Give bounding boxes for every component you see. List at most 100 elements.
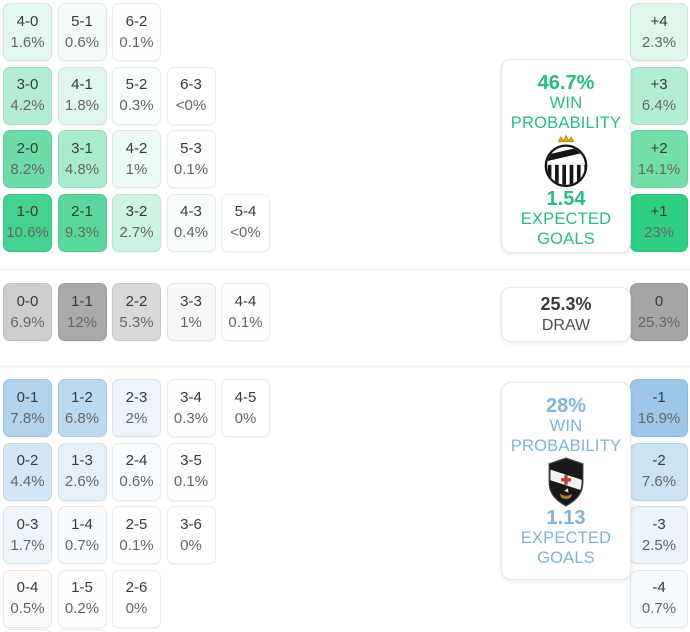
away-win-probability-value: 28% <box>545 395 587 417</box>
win-probability-label: WIN PROBABILITY <box>510 417 622 456</box>
draw-goal-diff-cell: 0 25.3% <box>630 283 688 341</box>
home-score-cell: 4-1 1.8% <box>57 66 107 125</box>
away-score-cell: 3-5 0.1% <box>166 442 216 501</box>
score-label: 0-3 <box>16 515 39 533</box>
score-label: 0-0 <box>16 292 39 310</box>
score-label: 6-2 <box>125 12 148 30</box>
away-score-cell: 0-3 1.7% <box>3 506 52 564</box>
score-label: +1 <box>650 203 668 221</box>
score-label: 5-1 <box>71 12 93 30</box>
probability-value: 7.6% <box>641 473 677 491</box>
santos-crest-icon <box>541 133 591 189</box>
away-score-cell: 1-2 6.8% <box>57 379 107 437</box>
probability-value: 23% <box>643 224 675 242</box>
probability-value: 1.7% <box>10 536 45 554</box>
score-label: 1-1 <box>71 292 93 310</box>
win-probability-label: WIN PROBABILITY <box>510 94 622 133</box>
probability-value: 1% <box>180 313 202 331</box>
home-score-cell: 5-3 0.1% <box>166 130 216 188</box>
score-label: 0 <box>654 292 664 310</box>
probability-value: 0.7% <box>641 600 677 618</box>
away-win-panel: 28% WIN PROBABILITY 1.13 <box>501 382 631 580</box>
away-score-cell: 3-6 0% <box>166 506 216 564</box>
draw-score-cell: 1-1 12% <box>57 283 107 341</box>
home-score-cell: 5-1 0.6% <box>57 3 107 61</box>
score-label: 4-3 <box>180 203 202 221</box>
probability-value: 4.8% <box>64 160 100 178</box>
score-label: 1-5 <box>71 579 93 597</box>
home-score-cell: 3-2 2.7% <box>112 193 161 252</box>
probability-value: 0.1% <box>119 33 154 51</box>
score-label: 3-1 <box>71 139 93 157</box>
probability-value: 14.1% <box>637 160 681 178</box>
score-label: -2 <box>652 452 666 470</box>
home-expected-goals-value: 1.54 <box>546 188 586 211</box>
score-label: 5-4 <box>234 203 257 221</box>
probability-value: 0% <box>180 536 202 554</box>
score-label: 2-0 <box>16 139 39 157</box>
score-label: 4-0 <box>16 12 39 30</box>
probability-value: 6.9% <box>10 313 45 331</box>
probability-value: 0.1% <box>173 473 209 491</box>
score-label: 1-3 <box>71 452 93 470</box>
away-score-cell: 2-3 2% <box>112 379 161 437</box>
section-divider <box>0 366 690 367</box>
probability-value: 0.5% <box>10 600 45 618</box>
draw-probability-value: 25.3% <box>540 293 592 314</box>
probability-value: 0.2% <box>64 600 100 618</box>
score-label: 1-4 <box>71 515 93 533</box>
home-goal-diff-cell: +2 14.1% <box>630 130 688 188</box>
away-score-cell: 1-3 2.6% <box>57 442 107 501</box>
probability-value: 4.2% <box>10 97 45 115</box>
vasco-crest-icon <box>543 456 589 508</box>
score-label: 2-1 <box>71 203 93 221</box>
score-label: 2-5 <box>125 515 148 533</box>
score-label: 2-2 <box>125 292 148 310</box>
away-score-row: 0-4 0.5% 1-5 0.2% 2-6 0% <box>3 569 161 628</box>
away-expected-goals-value: 1.13 <box>546 507 586 530</box>
away-score-cell: 0-1 7.8% <box>3 379 52 437</box>
probability-value: 12% <box>66 313 98 331</box>
score-label: +2 <box>650 139 668 157</box>
probability-value: 2% <box>125 409 148 427</box>
draw-score-cell: 2-2 5.3% <box>112 283 161 341</box>
score-label: 1-0 <box>16 203 39 221</box>
score-label: 3-6 <box>180 515 202 533</box>
away-score-row: 0-3 1.7% 1-4 0.7% 2-5 0.1% 3-6 0% <box>3 506 216 564</box>
home-score-cell: 4-2 1% <box>112 130 161 188</box>
probability-value: 0.6% <box>119 473 154 491</box>
probability-value: <0% <box>175 97 207 115</box>
score-label: 4-2 <box>125 139 148 157</box>
score-label: 3-5 <box>180 452 202 470</box>
away-goal-diff-cell: -2 7.6% <box>630 442 688 501</box>
home-goal-diff-cell: +4 2.3% <box>630 3 688 61</box>
away-goal-diff-cell: -4 0.7% <box>630 569 688 628</box>
home-score-cell: 1-0 10.6% <box>3 193 52 252</box>
score-label: 5-3 <box>180 139 202 157</box>
probability-value: 0.1% <box>119 536 154 554</box>
away-score-cell: 4-5 0% <box>221 379 270 437</box>
score-label: 3-4 <box>180 388 202 406</box>
home-win-panel: 46.7% WIN PROBABILITY 1.54 <box>501 59 631 253</box>
away-score-cell: 0-2 4.4% <box>3 442 52 501</box>
probability-value: 1.8% <box>64 97 100 115</box>
draw-score-cell: 4-4 0.1% <box>221 283 270 341</box>
away-score-cell: 3-4 0.3% <box>166 379 216 437</box>
score-label: -4 <box>652 579 666 597</box>
away-score-cell: 0-4 0.5% <box>3 569 52 628</box>
probability-value: <0% <box>230 224 261 242</box>
score-label: 3-0 <box>16 76 39 94</box>
probability-value: 10.6% <box>6 224 49 242</box>
home-win-probability-value: 46.7% <box>537 72 595 94</box>
home-score-cell: 5-4 <0% <box>221 193 270 252</box>
home-score-row: 1-0 10.6% 2-1 9.3% 3-2 2.7% 4-3 0.4% 5-4 <0% <box>3 193 270 252</box>
away-score-cell: 2-6 0% <box>112 569 161 628</box>
home-score-cell: 4-0 1.6% <box>3 3 52 61</box>
away-score-cell: 2-4 0.6% <box>112 442 161 501</box>
score-label: 3-2 <box>125 203 148 221</box>
score-label: +3 <box>650 76 668 94</box>
score-label: 5-2 <box>125 76 148 94</box>
draw-score-cell: 3-3 1% <box>166 283 216 341</box>
home-score-cell: 2-0 8.2% <box>3 130 52 188</box>
